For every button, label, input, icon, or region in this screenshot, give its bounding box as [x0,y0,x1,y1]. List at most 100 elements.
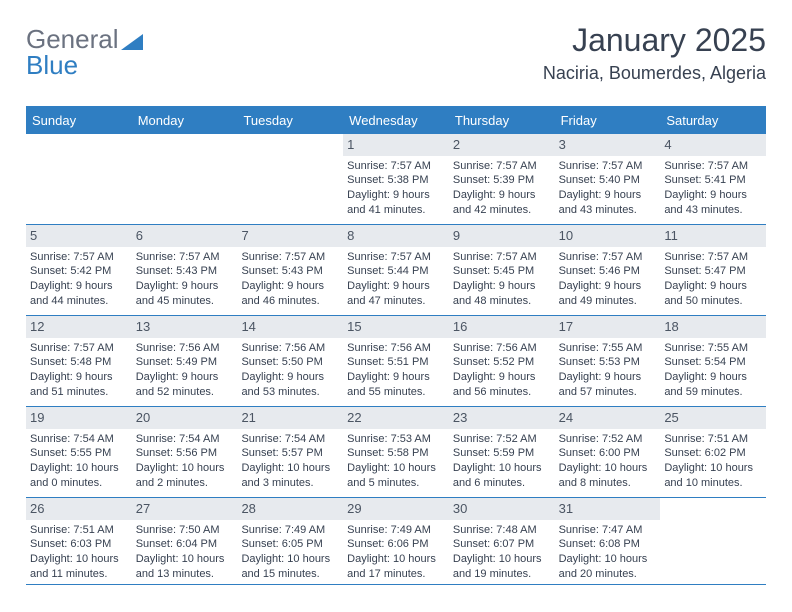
day-sunset: Sunset: 5:52 PM [453,355,551,370]
month-title: January 2025 [543,22,766,59]
day-daylight1: Daylight: 9 hours [347,370,445,385]
day-sunrise: Sunrise: 7:56 AM [453,341,551,356]
day-number: 8 [343,225,449,247]
day-cell: 31Sunrise: 7:47 AMSunset: 6:08 PMDayligh… [555,498,661,584]
day-number: 4 [660,134,766,156]
calendar-header-row: Sunday Monday Tuesday Wednesday Thursday… [26,108,766,134]
day-daylight2: and 52 minutes. [136,385,234,400]
day-sunrise: Sunrise: 7:57 AM [453,250,551,265]
day-sunset: Sunset: 6:02 PM [664,446,762,461]
day-sunset: Sunset: 5:49 PM [136,355,234,370]
day-sunset: Sunset: 6:08 PM [559,537,657,552]
day-sunrise: Sunrise: 7:52 AM [453,432,551,447]
day-daylight2: and 13 minutes. [136,567,234,582]
day-header: Thursday [449,108,555,134]
day-daylight2: and 46 minutes. [241,294,339,309]
day-daylight1: Daylight: 10 hours [136,552,234,567]
day-sunset: Sunset: 5:38 PM [347,173,445,188]
day-sunrise: Sunrise: 7:56 AM [241,341,339,356]
day-daylight1: Daylight: 10 hours [30,461,128,476]
day-header: Tuesday [237,108,343,134]
day-daylight2: and 5 minutes. [347,476,445,491]
day-daylight2: and 41 minutes. [347,203,445,218]
day-daylight1: Daylight: 9 hours [241,279,339,294]
day-sunset: Sunset: 5:44 PM [347,264,445,279]
day-number: 3 [555,134,661,156]
day-daylight2: and 3 minutes. [241,476,339,491]
day-daylight1: Daylight: 9 hours [136,370,234,385]
day-sunrise: Sunrise: 7:50 AM [136,523,234,538]
day-cell: 9Sunrise: 7:57 AMSunset: 5:45 PMDaylight… [449,225,555,315]
day-number: 2 [449,134,555,156]
day-cell: 4Sunrise: 7:57 AMSunset: 5:41 PMDaylight… [660,134,766,224]
day-daylight1: Daylight: 9 hours [241,370,339,385]
day-daylight2: and 55 minutes. [347,385,445,400]
day-daylight2: and 20 minutes. [559,567,657,582]
day-daylight1: Daylight: 10 hours [241,552,339,567]
day-cell: 10Sunrise: 7:57 AMSunset: 5:46 PMDayligh… [555,225,661,315]
day-daylight1: Daylight: 9 hours [347,188,445,203]
day-daylight1: Daylight: 10 hours [559,552,657,567]
day-sunset: Sunset: 6:05 PM [241,537,339,552]
day-sunrise: Sunrise: 7:54 AM [241,432,339,447]
day-sunrise: Sunrise: 7:57 AM [664,159,762,174]
calendar-week: 19Sunrise: 7:54 AMSunset: 5:55 PMDayligh… [26,407,766,498]
day-header: Friday [555,108,661,134]
day-number: 23 [449,407,555,429]
day-cell: 30Sunrise: 7:48 AMSunset: 6:07 PMDayligh… [449,498,555,584]
day-header: Saturday [660,108,766,134]
day-daylight2: and 2 minutes. [136,476,234,491]
day-daylight1: Daylight: 9 hours [664,279,762,294]
day-sunset: Sunset: 5:58 PM [347,446,445,461]
day-daylight2: and 50 minutes. [664,294,762,309]
day-sunset: Sunset: 5:56 PM [136,446,234,461]
day-sunset: Sunset: 5:53 PM [559,355,657,370]
day-sunrise: Sunrise: 7:57 AM [559,250,657,265]
day-sunset: Sunset: 5:50 PM [241,355,339,370]
day-sunset: Sunset: 5:42 PM [30,264,128,279]
day-cell: 15Sunrise: 7:56 AMSunset: 5:51 PMDayligh… [343,316,449,406]
day-cell: 2Sunrise: 7:57 AMSunset: 5:39 PMDaylight… [449,134,555,224]
day-sunset: Sunset: 5:59 PM [453,446,551,461]
day-daylight2: and 11 minutes. [30,567,128,582]
day-daylight2: and 10 minutes. [664,476,762,491]
day-daylight2: and 49 minutes. [559,294,657,309]
day-cell: 8Sunrise: 7:57 AMSunset: 5:44 PMDaylight… [343,225,449,315]
day-number: 9 [449,225,555,247]
day-cell: 16Sunrise: 7:56 AMSunset: 5:52 PMDayligh… [449,316,555,406]
day-sunset: Sunset: 5:55 PM [30,446,128,461]
day-cell: 27Sunrise: 7:50 AMSunset: 6:04 PMDayligh… [132,498,238,584]
day-daylight2: and 44 minutes. [30,294,128,309]
day-number: 27 [132,498,238,520]
day-number: 19 [26,407,132,429]
day-sunrise: Sunrise: 7:57 AM [453,159,551,174]
day-daylight1: Daylight: 10 hours [347,461,445,476]
day-sunrise: Sunrise: 7:57 AM [136,250,234,265]
day-cell: 13Sunrise: 7:56 AMSunset: 5:49 PMDayligh… [132,316,238,406]
day-number: 6 [132,225,238,247]
day-sunset: Sunset: 5:46 PM [559,264,657,279]
day-daylight1: Daylight: 10 hours [453,552,551,567]
day-daylight1: Daylight: 9 hours [559,370,657,385]
day-sunrise: Sunrise: 7:57 AM [30,341,128,356]
day-number: 5 [26,225,132,247]
day-daylight1: Daylight: 9 hours [453,370,551,385]
day-cell: 29Sunrise: 7:49 AMSunset: 6:06 PMDayligh… [343,498,449,584]
day-number: 10 [555,225,661,247]
day-header: Sunday [26,108,132,134]
day-cell: 14Sunrise: 7:56 AMSunset: 5:50 PMDayligh… [237,316,343,406]
day-sunset: Sunset: 6:03 PM [30,537,128,552]
day-cell [132,134,238,224]
day-sunset: Sunset: 6:07 PM [453,537,551,552]
day-number: 25 [660,407,766,429]
day-cell: 17Sunrise: 7:55 AMSunset: 5:53 PMDayligh… [555,316,661,406]
day-sunrise: Sunrise: 7:48 AM [453,523,551,538]
day-number: 22 [343,407,449,429]
day-number: 28 [237,498,343,520]
day-cell: 20Sunrise: 7:54 AMSunset: 5:56 PMDayligh… [132,407,238,497]
day-cell: 21Sunrise: 7:54 AMSunset: 5:57 PMDayligh… [237,407,343,497]
day-daylight2: and 53 minutes. [241,385,339,400]
day-header: Wednesday [343,108,449,134]
day-daylight2: and 43 minutes. [664,203,762,218]
day-number: 24 [555,407,661,429]
